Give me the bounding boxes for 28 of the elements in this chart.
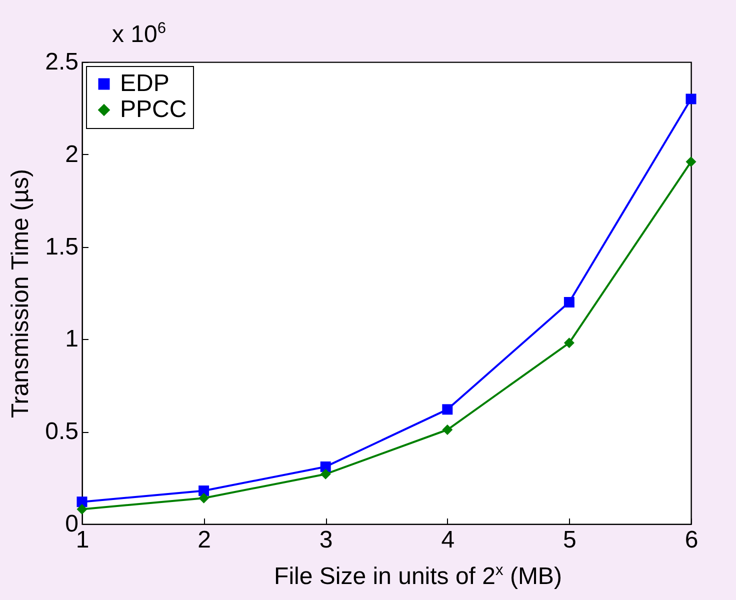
x-tick-label: 6 — [684, 526, 698, 554]
x-tick-label: 4 — [441, 526, 455, 554]
y-axis-title: Transmission Time (µs) — [7, 169, 34, 418]
text: x 10$^{6}$ — [112, 20, 166, 49]
point — [442, 424, 453, 435]
point — [564, 338, 574, 348]
legend-label: EDP — [120, 70, 170, 97]
y-tick-label: 0.5 — [45, 418, 78, 446]
point — [686, 156, 696, 168]
point — [320, 468, 331, 480]
point — [76, 504, 88, 514]
point — [686, 94, 696, 104]
x-tick-label: 2 — [198, 526, 211, 554]
legend-label: PPCC — [120, 96, 187, 123]
y-tick-label: 2 — [65, 140, 78, 168]
x-tick-label: 5 — [563, 526, 576, 554]
y-tick-label: 1 — [65, 326, 78, 353]
y-tick-label: 1.5 — [45, 233, 78, 260]
point — [198, 485, 210, 496]
point — [564, 296, 574, 308]
point — [76, 496, 88, 508]
x-tick-label: 3 — [319, 526, 333, 554]
y-tick-label: 0 — [65, 510, 78, 538]
point — [442, 404, 453, 415]
point — [198, 492, 210, 504]
y-tick-label: 2.5 — [45, 48, 78, 76]
point — [320, 461, 331, 472]
x-axis-title: File Size in units of 2$^{x}$ (MB) — [273, 562, 563, 591]
